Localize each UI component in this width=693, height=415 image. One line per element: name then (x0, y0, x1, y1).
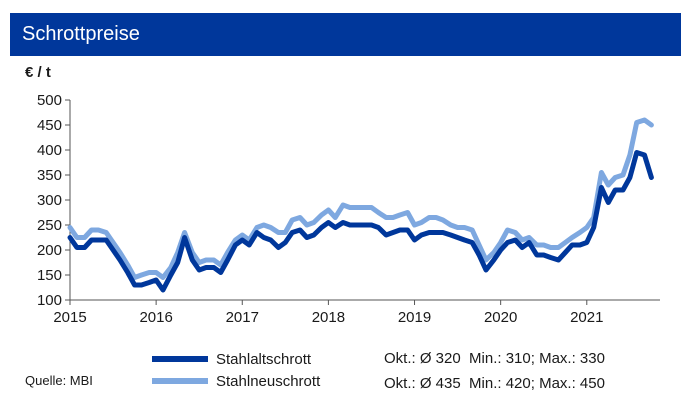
series-line-stahlneuschrott (67, 117, 654, 280)
series-line-stahlaltschrott (67, 150, 654, 293)
x-tick-label: 2020 (484, 309, 517, 326)
legend-swatch-neu (152, 378, 208, 384)
legend-item-alt: Stahlaltschrott (152, 348, 320, 370)
y-tick-label: 150 (37, 267, 62, 284)
legend-label-neu: Stahlneuschrott (216, 372, 321, 390)
x-tick-label: 2015 (53, 309, 86, 326)
chart-title: Schrottpreise (22, 23, 140, 45)
y-tick-label: 450 (37, 117, 62, 134)
x-tick-label: 2018 (312, 309, 345, 326)
source-note: Quelle: MBI (25, 373, 93, 388)
stats-neu: Okt.: Ø 435 Min.: 420; Max.: 450 (384, 375, 605, 392)
legend-swatch-alt (152, 356, 208, 362)
y-tick-label: 350 (37, 167, 62, 184)
y-tick-label: 100 (37, 292, 62, 309)
x-tick-label: 2019 (398, 309, 431, 326)
x-tick-label: 2016 (139, 309, 172, 326)
legend-label-alt: Stahlaltschrott (216, 350, 312, 368)
stats-block: Okt.: Ø 320 Min.: 310; Max.: 330 Okt.: Ø … (384, 346, 605, 396)
legend-item-neu: Stahlneuschrott (152, 370, 320, 392)
y-tick-label: 250 (37, 217, 62, 234)
x-tick-label: 2021 (570, 309, 603, 326)
x-tick-label: 2017 (226, 309, 259, 326)
stats-alt: Okt.: Ø 320 Min.: 310; Max.: 330 (384, 350, 605, 367)
y-tick-label: 500 (37, 92, 62, 109)
title-bar: Schrottpreise (10, 13, 681, 56)
y-axis-unit: € / t (25, 64, 51, 81)
legend: Stahlaltschrott Stahlneuschrott (152, 348, 320, 392)
y-tick-label: 300 (37, 192, 62, 209)
y-tick-label: 200 (37, 242, 62, 259)
y-tick-label: 400 (37, 142, 62, 159)
